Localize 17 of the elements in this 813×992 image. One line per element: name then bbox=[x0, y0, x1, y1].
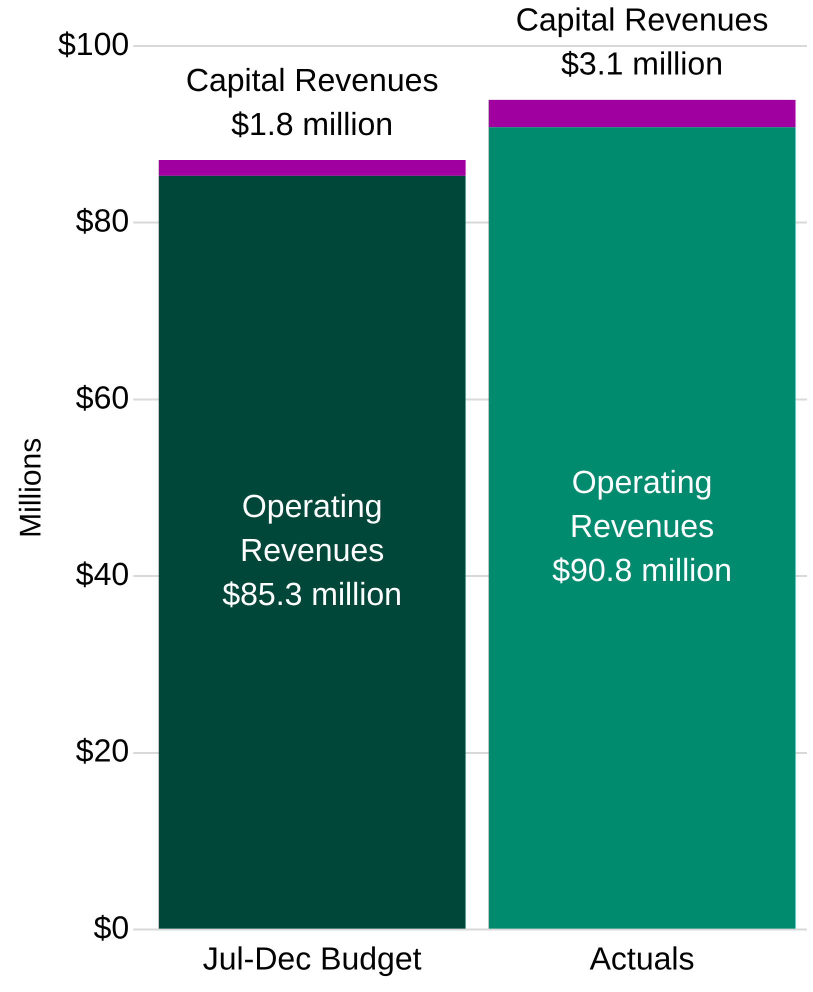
y-axis-title: Millions bbox=[14, 438, 48, 538]
data-label: Capital Revenues $1.8 million bbox=[186, 62, 438, 142]
bar bbox=[488, 127, 796, 929]
bar bbox=[488, 100, 796, 128]
data-label: Capital Revenues $3.1 million bbox=[516, 2, 768, 82]
x-tick-label: Jul-Dec Budget bbox=[202, 940, 422, 977]
y-tick-label: $80 bbox=[76, 202, 130, 239]
y-tick-label: $20 bbox=[76, 732, 130, 769]
y-tick-label: $0 bbox=[94, 909, 130, 946]
y-tick-label: $60 bbox=[76, 379, 130, 416]
bar bbox=[158, 160, 466, 176]
y-tick-label: $40 bbox=[76, 556, 130, 592]
data-label: Operating Revenues $85.3 million bbox=[222, 488, 402, 612]
x-tick-label: Actuals bbox=[590, 940, 695, 977]
bar bbox=[158, 176, 466, 929]
y-tick-label: $100 bbox=[58, 26, 130, 62]
data-label: Operating Revenues $90.8 million bbox=[552, 464, 732, 588]
